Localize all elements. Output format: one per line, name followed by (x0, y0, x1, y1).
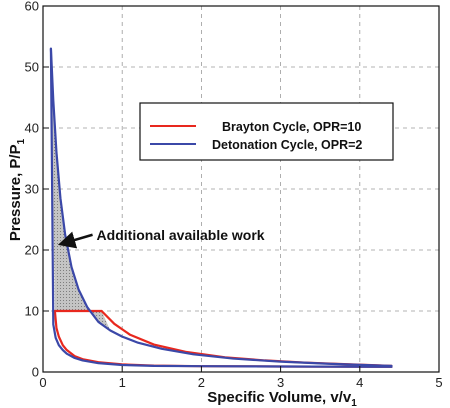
x-tick-label-0: 0 (39, 375, 46, 390)
legend: Brayton Cycle, OPR=10 Detonation Cycle, … (139, 102, 394, 161)
x-tick-label-5: 5 (435, 375, 442, 390)
legend-box (139, 102, 394, 161)
annotation-arrow (57, 231, 93, 249)
y-tick-label-1: 10 (25, 304, 39, 319)
legend-label-brayton: Brayton Cycle, OPR=10 (222, 120, 361, 134)
shaded-work-area (50, 48, 111, 331)
legend-label-detonation: Detonation Cycle, OPR=2 (212, 138, 362, 152)
y-tick-label-0: 0 (32, 365, 39, 380)
x-tick-label-1: 1 (119, 375, 126, 390)
y-tick-label-4: 40 (25, 121, 39, 136)
y-tick-label-3: 30 (25, 182, 39, 197)
shaded-region-polygon (50, 48, 111, 331)
series-1-segment-1 (49, 47, 393, 368)
y-tick-label-6: 60 (25, 0, 39, 14)
annotation: Additional available work (57, 227, 265, 249)
series-0-segment-1 (100, 309, 393, 367)
x-tick-label-2: 2 (198, 375, 205, 390)
x-tick-label-3: 3 (277, 375, 284, 390)
y-tick-label-2: 20 (25, 243, 39, 258)
y-axis-label: Pressure, P/P1 (7, 138, 27, 241)
x-tick-label-4: 4 (356, 375, 363, 390)
grid-lines (43, 6, 439, 372)
y-tick-label-5: 50 (25, 60, 39, 75)
x-axis-label: Specific Volume, v/v1 (207, 389, 357, 408)
annotation-text: Additional available work (97, 227, 265, 243)
series-1-segment-0 (49, 47, 393, 367)
